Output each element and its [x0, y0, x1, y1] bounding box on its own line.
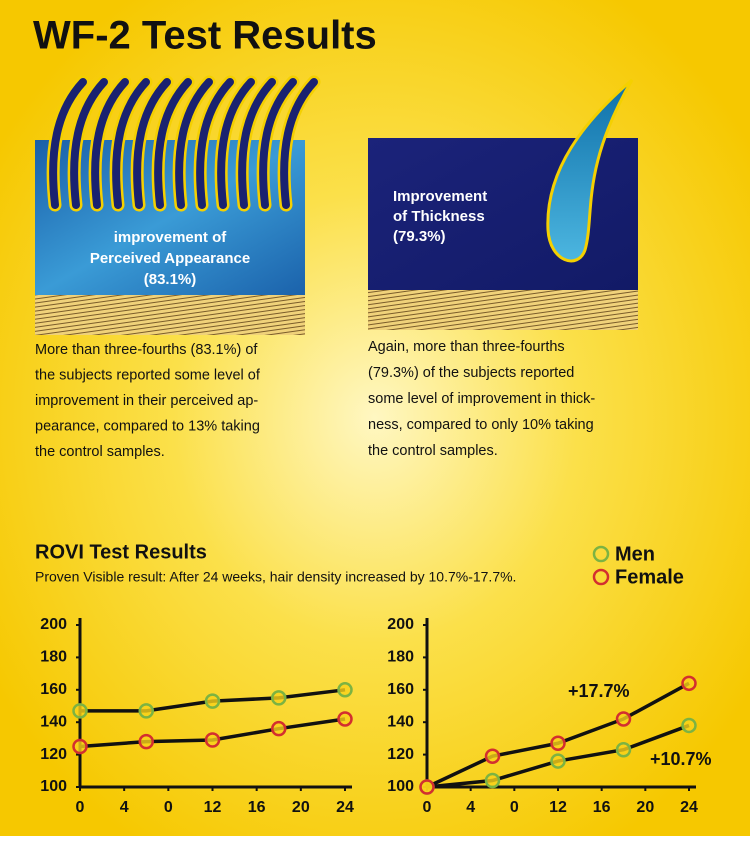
data-point	[138, 733, 154, 750]
x-tick-label: 4	[120, 799, 129, 816]
y-tick-label: 100	[387, 778, 414, 795]
hair-strand	[112, 78, 150, 209]
y-tick-label: 100	[40, 778, 67, 795]
hair-strand	[175, 78, 213, 209]
panel-text: the subjects reported some level of	[35, 367, 261, 383]
panel-label: improvement of	[114, 229, 228, 246]
data-point	[204, 693, 221, 709]
hair-strand	[133, 78, 171, 209]
hair-strand	[196, 78, 234, 209]
x-tick-label: 24	[680, 799, 698, 816]
x-tick-label: 24	[336, 799, 354, 816]
data-point	[72, 738, 88, 755]
panel-text: More than three-fourths (83.1%) of	[35, 342, 258, 358]
x-tick-label: 20	[292, 799, 310, 816]
annotation: +10.7%	[650, 749, 712, 769]
y-tick-label: 140	[387, 713, 414, 730]
panel-thickness: Improvement of Thickness (79.3%) Again, mor…	[368, 78, 638, 459]
y-tick-label: 180	[40, 649, 67, 666]
panel-text: Again, more than three-fourths	[368, 339, 565, 355]
data-point	[484, 748, 501, 764]
x-tick-label: 0	[76, 799, 85, 816]
hair-strand	[217, 78, 255, 209]
y-tick-label: 120	[387, 746, 414, 763]
x-tick-label: 12	[204, 799, 222, 816]
x-tick-label: 0	[164, 799, 173, 816]
x-tick-label: 20	[636, 799, 654, 816]
data-point	[138, 703, 154, 719]
panel-text: some level of improvement in thick-	[368, 391, 595, 407]
hair-strand	[91, 78, 129, 209]
section-title: ROVI Test Results	[35, 541, 207, 563]
x-tick-label: 12	[549, 799, 567, 816]
hair-strand	[70, 78, 108, 209]
y-tick-label: 140	[40, 713, 67, 730]
panel-text: improvement in their perceived ap-	[35, 393, 258, 409]
panel-text: the control samples.	[368, 443, 498, 459]
data-point	[72, 703, 88, 719]
data-point	[681, 717, 697, 734]
page-title: WF-2 Test Results	[33, 14, 377, 58]
data-point	[419, 779, 435, 795]
annotation: +17.7%	[568, 681, 630, 701]
data-point	[271, 690, 287, 706]
hair-strand	[546, 78, 634, 263]
y-tick-label: 180	[387, 649, 414, 666]
x-tick-label: 4	[466, 799, 475, 816]
data-point	[337, 682, 353, 698]
hair-strand	[154, 78, 192, 209]
panel-text: the control samples.	[35, 444, 165, 460]
y-tick-label: 200	[387, 616, 414, 633]
panel-appearance: improvement of Perceived Appearance (83.1%…	[35, 75, 321, 460]
data-point	[681, 675, 697, 692]
panel-text: (79.3%) of the subjects reported	[368, 365, 574, 381]
data-point	[550, 753, 566, 769]
panel-label: of Thickness	[393, 208, 485, 225]
legend-marker	[592, 568, 610, 586]
x-tick-label: 0	[510, 799, 519, 816]
y-tick-label: 160	[387, 681, 414, 698]
data-point	[337, 711, 353, 727]
panel-text: ness, compared to only 10% taking	[368, 417, 594, 433]
panel-label: Perceived Appearance	[90, 250, 250, 267]
skin-layer	[368, 290, 638, 330]
data-point	[615, 741, 632, 758]
hair-strands	[46, 75, 321, 212]
data-point	[204, 732, 221, 748]
hair-strand	[280, 78, 318, 209]
panel-label: (83.1%)	[144, 271, 197, 288]
x-tick-label: 16	[248, 799, 266, 816]
hair-strand	[49, 78, 87, 209]
hair-strand	[259, 78, 297, 209]
hair-strand	[238, 78, 276, 209]
panel-text: pearance, compared to 13% taking	[35, 418, 260, 434]
panel-label: (79.3%)	[393, 228, 446, 245]
x-tick-label: 16	[593, 799, 611, 816]
y-tick-label: 160	[40, 681, 67, 698]
y-tick-label: 200	[40, 616, 67, 633]
section-subtitle: Proven Visible result: After 24 weeks, h…	[35, 569, 516, 585]
skin-layer	[35, 295, 305, 335]
panel-label: Improvement	[393, 188, 487, 205]
x-tick-label: 0	[423, 799, 432, 816]
legend-label: Female	[615, 566, 684, 588]
data-point	[271, 720, 287, 737]
legend-label: Men	[615, 543, 655, 565]
data-point	[615, 711, 632, 727]
legend-marker	[592, 545, 610, 563]
y-tick-label: 120	[40, 746, 67, 763]
data-point	[484, 772, 501, 789]
data-point	[550, 735, 566, 752]
